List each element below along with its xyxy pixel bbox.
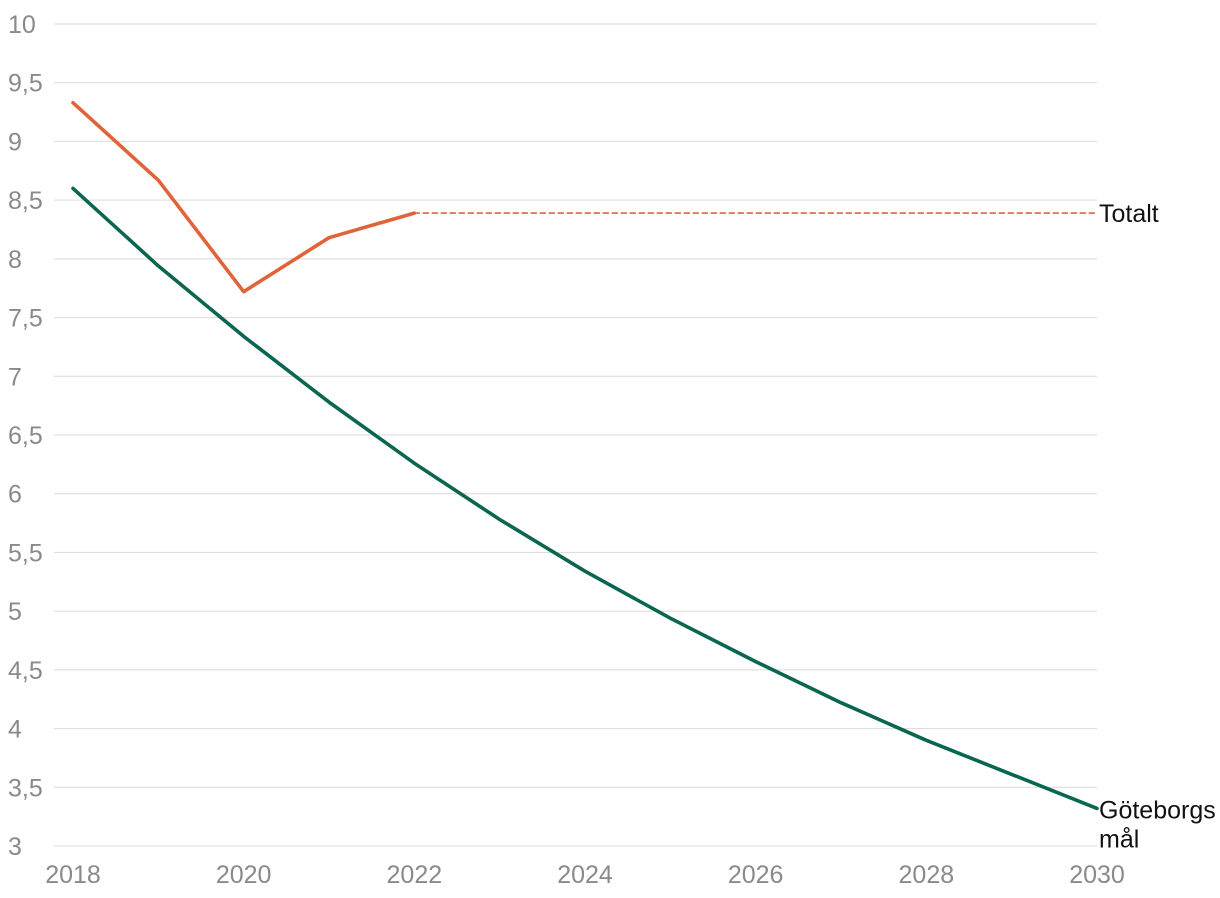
series-end-label-0-line-0: Totalt bbox=[1099, 200, 1159, 228]
y-tick-label-0: 3 bbox=[8, 833, 22, 861]
x-tick-label-2: 2022 bbox=[387, 861, 443, 889]
series-end-label-1-line-1: mål bbox=[1099, 825, 1139, 853]
y-tick-label-4: 5 bbox=[8, 598, 22, 626]
x-tick-label-6: 2030 bbox=[1069, 861, 1125, 889]
y-tick-label-8: 7 bbox=[8, 363, 22, 391]
series-end-label-1-line-0: Göteborgs bbox=[1099, 796, 1216, 824]
y-tick-label-1: 3,5 bbox=[8, 774, 43, 802]
y-tick-label-10: 8 bbox=[8, 246, 22, 274]
y-tick-label-9: 7,5 bbox=[8, 305, 43, 333]
y-tick-label-3: 4,5 bbox=[8, 657, 43, 685]
series-line-0 bbox=[71, 100, 417, 294]
y-tick-label-6: 6 bbox=[8, 481, 22, 509]
y-tick-label-13: 9,5 bbox=[8, 70, 43, 98]
series-lines bbox=[71, 100, 1099, 811]
x-axis-ticks: 2018 2020 2022 2024 2026 2028 2030 bbox=[45, 861, 1125, 889]
x-tick-label-1: 2020 bbox=[216, 861, 272, 889]
x-tick-label-0: 2018 bbox=[45, 861, 101, 889]
y-axis-ticks: 3 3,5 4 4,5 5 5,5 6 6,5 7 7,5 8 8,5 9 9,5 10 bbox=[8, 11, 43, 861]
y-tick-label-5: 5,5 bbox=[8, 539, 43, 567]
y-tick-label-14: 10 bbox=[8, 11, 36, 39]
x-tick-label-3: 2024 bbox=[557, 861, 613, 889]
y-tick-label-2: 4 bbox=[8, 716, 22, 744]
y-tick-label-7: 6,5 bbox=[8, 422, 43, 450]
grid-lines bbox=[54, 23, 1097, 847]
x-tick-label-5: 2028 bbox=[899, 861, 955, 889]
y-tick-label-12: 9 bbox=[8, 128, 22, 156]
x-tick-label-4: 2026 bbox=[728, 861, 784, 889]
series-line-2 bbox=[71, 186, 1099, 811]
y-tick-label-11: 8,5 bbox=[8, 187, 43, 215]
